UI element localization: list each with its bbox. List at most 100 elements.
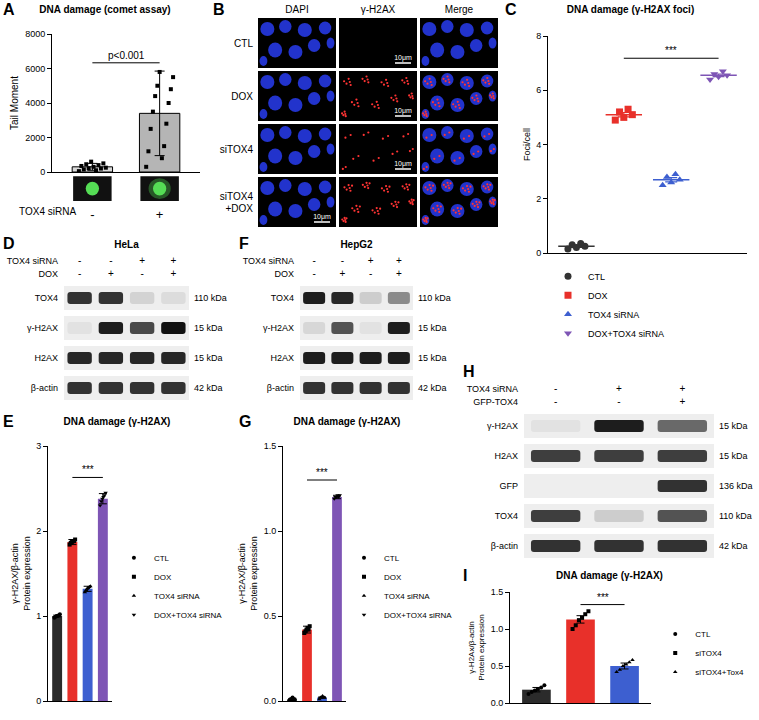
svg-text:-: - [90,207,94,222]
svg-text:+: + [616,383,622,394]
svg-text:6000: 6000 [25,64,45,74]
svg-text:6: 6 [536,85,541,95]
svg-text:γ-H2AX: γ-H2AX [27,323,58,333]
svg-text:***: *** [597,592,609,603]
svg-text:H2AX: H2AX [270,353,294,363]
svg-text:1.0: 1.0 [491,624,504,634]
svg-text:γ-H2AX: γ-H2AX [487,421,518,431]
svg-text:110 kDa: 110 kDa [194,293,227,303]
svg-text:-: - [78,255,81,266]
svg-text:110 kDa: 110 kDa [418,293,451,303]
svg-text:GFP: GFP [499,481,518,491]
svg-text:DOX: DOX [588,291,608,301]
svg-text:+: + [108,268,114,279]
svg-text:γ-H2AX/β-actinProtein expressi: γ-H2AX/β-actinProtein expression [10,536,32,611]
svg-text:0.5: 0.5 [264,611,277,621]
svg-text:CTL: CTL [234,38,253,49]
svg-text:TOX4 siRNA: TOX4 siRNA [19,206,76,217]
svg-text:0: 0 [40,167,45,177]
svg-text:DNA damage (γ-H2AX): DNA damage (γ-H2AX) [556,570,663,581]
svg-text:DOX+TOX4 siRNA: DOX+TOX4 siRNA [588,329,664,339]
svg-text:HeLa: HeLa [114,239,139,250]
svg-text:H2AX: H2AX [34,353,58,363]
svg-text:siTOX4: siTOX4 [220,191,254,202]
svg-text:+: + [679,383,685,394]
svg-text:CTL: CTL [588,272,605,282]
svg-text:8: 8 [536,31,541,41]
svg-text:4000: 4000 [25,98,45,108]
svg-text:DOX+TOX4 siRNA: DOX+TOX4 siRNA [154,611,222,620]
svg-text:+: + [368,255,374,266]
svg-text:***: *** [665,45,677,56]
svg-text:γ-H2Ax/β-actinProtein expressi: γ-H2Ax/β-actinProtein expression [467,614,486,680]
svg-text:***: *** [82,464,94,475]
svg-text:γ-H2AX: γ-H2AX [361,4,396,15]
svg-text:15 kDa: 15 kDa [418,353,447,363]
svg-text:15 kDa: 15 kDa [194,323,223,333]
svg-text:CTL: CTL [384,554,400,563]
svg-text:15 kDa: 15 kDa [418,323,447,333]
svg-text:DOX: DOX [154,573,172,582]
svg-text:136 kDa: 136 kDa [719,481,753,491]
svg-text:15 kDa: 15 kDa [719,421,748,431]
svg-text:1.5: 1.5 [264,441,277,451]
svg-text:4: 4 [536,140,541,150]
svg-text:TOX4: TOX4 [35,293,58,303]
svg-text:2000: 2000 [25,133,45,143]
svg-text:p<0.001: p<0.001 [108,50,145,61]
svg-text:10μm: 10μm [394,54,412,62]
svg-text:+: + [679,396,685,407]
svg-text:TOX4 siRNA: TOX4 siRNA [7,256,58,266]
svg-text:Merge: Merge [445,4,474,15]
svg-text:DOX: DOX [274,269,294,279]
svg-text:CTL: CTL [695,630,711,639]
svg-text:+: + [170,268,176,279]
svg-text:TOX4 siRNA: TOX4 siRNA [588,310,639,320]
svg-text:siTOX4: siTOX4 [220,144,254,155]
svg-text:γ-H2AX: γ-H2AX [263,323,294,333]
svg-text:GFP-TOX4: GFP-TOX4 [473,397,518,407]
svg-text:TOX4 siRNA: TOX4 siRNA [467,384,518,394]
svg-text:DOX: DOX [38,269,58,279]
svg-text:TOX4: TOX4 [271,293,294,303]
svg-text:TOX4 siRNA: TOX4 siRNA [154,592,200,601]
svg-text:15 kDa: 15 kDa [719,451,748,461]
svg-text:8000: 8000 [25,29,45,39]
svg-text:siTOX4+Tox4: siTOX4+Tox4 [695,668,744,677]
svg-text:Tail Moment: Tail Moment [9,76,20,130]
svg-text:DOX: DOX [384,573,402,582]
svg-text:+: + [156,207,164,222]
svg-text:β-actin: β-actin [491,541,518,551]
svg-text:DNA damage (comet assay): DNA damage (comet assay) [39,4,170,15]
svg-text:β-actin: β-actin [31,383,58,393]
svg-text:+: + [170,255,176,266]
svg-text:-: - [109,255,112,266]
svg-text:1: 1 [36,611,41,621]
svg-text:β-actin: β-actin [267,383,294,393]
svg-text:TOX4 siRNA: TOX4 siRNA [243,256,294,266]
svg-text:DNA damage (γ-H2AX): DNA damage (γ-H2AX) [64,416,171,427]
svg-text:-: - [312,255,315,266]
svg-text:2: 2 [36,526,41,536]
svg-text:+: + [339,268,345,279]
svg-text:110 kDa: 110 kDa [719,511,752,521]
svg-text:-: - [341,255,344,266]
svg-text:3: 3 [36,441,41,451]
svg-text:2: 2 [536,194,541,204]
svg-text:-: - [369,268,372,279]
svg-text:+: + [396,255,402,266]
svg-text:42 kDa: 42 kDa [194,383,223,393]
svg-text:+: + [396,268,402,279]
svg-text:1.0: 1.0 [264,526,277,536]
svg-text:42 kDa: 42 kDa [719,541,748,551]
svg-text:DOX+TOX4 siRNA: DOX+TOX4 siRNA [384,611,452,620]
svg-text:0.0: 0.0 [264,696,277,706]
svg-text:10μm: 10μm [313,213,331,221]
svg-text:+: + [139,255,145,266]
svg-text:-: - [312,268,315,279]
svg-text:HepG2: HepG2 [340,239,373,250]
svg-text:DAPI: DAPI [285,4,308,15]
svg-text:1.5: 1.5 [491,587,504,597]
svg-text:***: *** [316,467,328,478]
svg-text:TOX4: TOX4 [495,511,518,521]
